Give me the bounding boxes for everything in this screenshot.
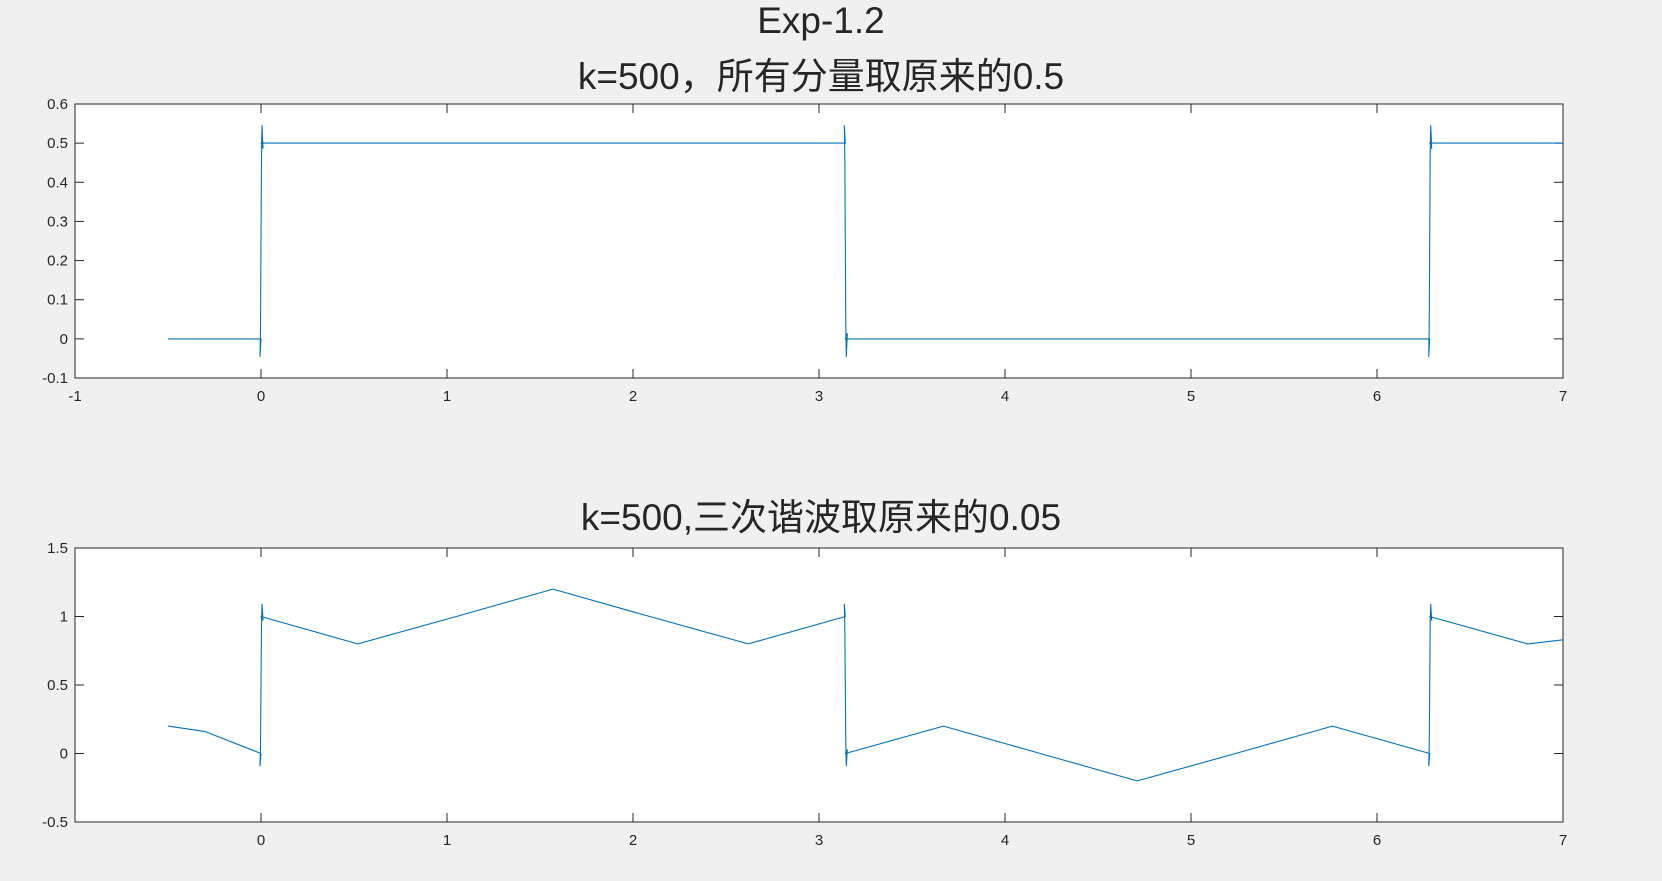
subplot-top: k=500，所有分量取原来的0.5 -1 0 1 2 3 4 5 6 7 -0.1 0 0.1 0.2 0…	[42, 56, 1567, 405]
x-tick-label: 3	[815, 832, 823, 849]
x-tick-label: 0	[257, 832, 265, 849]
y-tick-label: 0	[60, 331, 68, 348]
y-tick-label: -0.5	[42, 814, 68, 831]
subplot-bottom-plot-area	[167, 588, 1564, 782]
x-tick-label: 1	[443, 832, 451, 849]
x-tick-label: 4	[1001, 832, 1009, 849]
y-tick-label: 0.6	[47, 96, 68, 113]
subplot-bottom-ticks: 0 1 2 3 4 5 6 7 -0.5 0 0.5 1 1.5	[42, 540, 1567, 849]
y-tick-label: 0.4	[47, 174, 68, 191]
y-tick-label: 0	[60, 746, 68, 763]
y-tick-label: -0.1	[42, 370, 68, 387]
subplot-top-title: k=500，所有分量取原来的0.5	[578, 56, 1064, 97]
x-tick-label: 6	[1373, 832, 1381, 849]
y-tick-label: 0.2	[47, 253, 68, 270]
x-tick-label: 1	[443, 388, 451, 405]
x-tick-label: 4	[1001, 388, 1009, 405]
subplot-bottom: k=500,三次谐波取原来的0.05 0 1 2 3 4 5 6 7 -0.5 0 0.5 1 1.5	[42, 497, 1567, 849]
y-tick-label: 0.5	[47, 677, 68, 694]
x-tick-label: 7	[1559, 388, 1567, 405]
series-line	[168, 124, 1563, 358]
x-tick-label: 5	[1187, 388, 1195, 405]
x-tick-label: -1	[68, 388, 81, 405]
x-tick-label: 2	[629, 388, 637, 405]
series-line	[167, 588, 1564, 782]
y-tick-label: 0.1	[47, 292, 68, 309]
x-tick-label: 3	[815, 388, 823, 405]
x-tick-label: 7	[1559, 832, 1567, 849]
figure-suptitle: Exp-1.2	[757, 0, 885, 41]
y-tick-label: 0.3	[47, 213, 68, 230]
x-tick-label: 0	[257, 388, 265, 405]
y-tick-label: 0.5	[47, 135, 68, 152]
y-tick-label: 1.5	[47, 540, 68, 557]
subplot-top-ticks: -1 0 1 2 3 4 5 6 7 -0.1 0 0.1 0.2 0.3 0.4 0.5 0.6	[42, 96, 1567, 405]
y-tick-label: 1	[60, 609, 68, 626]
x-tick-label: 6	[1373, 388, 1381, 405]
subplot-bottom-title: k=500,三次谐波取原来的0.05	[581, 497, 1061, 538]
subplot-top-axes-box	[74, 103, 1564, 379]
x-tick-label: 5	[1187, 832, 1195, 849]
subplot-top-plot-area	[168, 124, 1563, 358]
x-tick-label: 2	[629, 832, 637, 849]
subplot-bottom-axes-box	[74, 547, 1564, 823]
